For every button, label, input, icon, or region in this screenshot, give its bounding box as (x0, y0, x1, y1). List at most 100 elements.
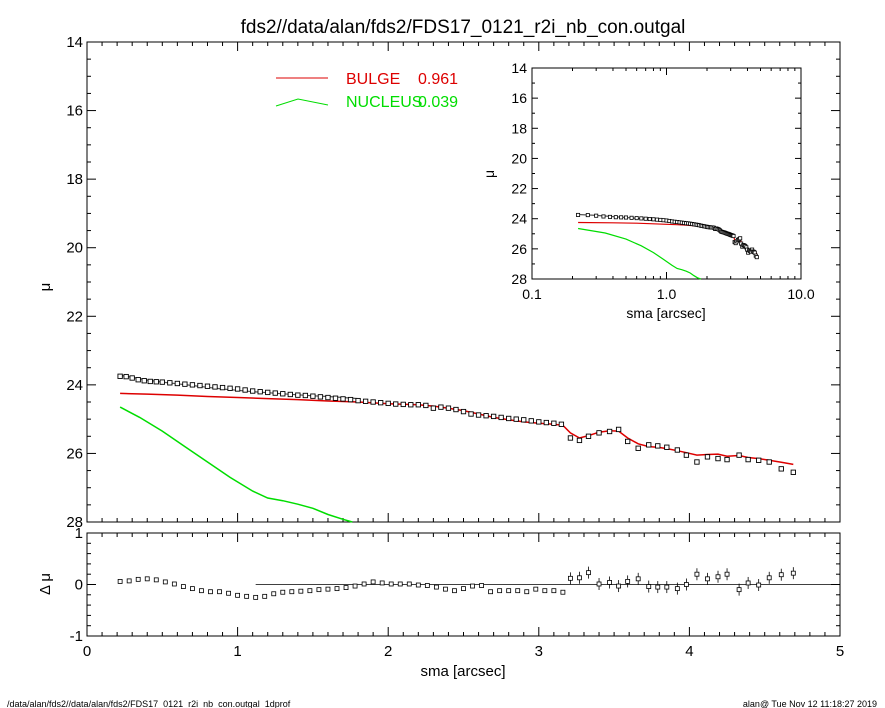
residual-point (298, 588, 304, 594)
residual-point (461, 586, 466, 592)
data-point (745, 456, 751, 463)
data-point (174, 380, 181, 387)
inset-y-axis-label: μ (481, 170, 497, 178)
residual-point (790, 570, 796, 576)
data-point (551, 420, 557, 426)
residual-point (117, 579, 123, 584)
main-y-tick-label: 26 (66, 445, 83, 462)
residual-point (406, 581, 412, 587)
legend-value: 0.039 (418, 94, 458, 111)
data-point (393, 401, 399, 407)
data-point (272, 390, 278, 396)
residual-y-axis-label: Δ μ (37, 573, 54, 595)
residual-point (352, 583, 358, 589)
residual-y-tick-label: 0 (75, 577, 83, 594)
data-point (257, 389, 263, 395)
nucleus-component-line (119, 406, 353, 523)
residual-plot-marks (117, 566, 796, 600)
data-point (513, 416, 519, 422)
data-point (778, 466, 784, 472)
data-point (141, 378, 147, 384)
residual-point (144, 576, 150, 582)
inset-y-tick-label: 26 (511, 241, 527, 257)
residual-point (568, 575, 573, 581)
data-point (400, 401, 406, 408)
data-point (736, 452, 742, 458)
residual-point (560, 589, 566, 595)
data-point (606, 428, 613, 435)
residual-point (208, 589, 213, 595)
residual-point (424, 583, 430, 588)
data-point (332, 395, 339, 401)
residual-point (180, 584, 186, 589)
data-point (129, 375, 135, 381)
residual-point (153, 577, 159, 583)
data-point (460, 408, 467, 415)
inset-y-tick-label: 24 (511, 211, 527, 227)
residual-point (244, 593, 250, 599)
residual-point (596, 581, 602, 587)
data-point (287, 391, 293, 398)
residual-point (551, 588, 557, 594)
data-point (646, 442, 652, 448)
inset-nucleus-line (578, 227, 702, 280)
residual-point (262, 593, 268, 599)
data-point (234, 386, 241, 392)
main-y-tick-label: 22 (66, 308, 83, 325)
data-point (453, 406, 459, 413)
residual-point (226, 590, 231, 596)
data-point (182, 381, 188, 387)
data-point (683, 452, 690, 458)
residual-point (488, 589, 494, 595)
residual-point (577, 575, 582, 581)
residual-point (271, 591, 277, 597)
residual-point (361, 581, 367, 587)
inset-x-tick-label: 0.1 (522, 286, 542, 302)
residual-point (616, 583, 622, 589)
data-point (498, 414, 504, 421)
data-point (615, 426, 622, 433)
x-tick-label: 4 (685, 643, 693, 660)
main-axes: 14 16 18 20 22 24 26 28 (66, 34, 841, 531)
inset-data-point (639, 216, 644, 221)
inset-data-point (594, 213, 599, 218)
x-tick-label: 1 (233, 643, 241, 660)
x-tick-label: 3 (535, 643, 543, 660)
data-point (625, 438, 631, 445)
data-point (694, 459, 700, 465)
data-point (715, 455, 721, 462)
inset-y-tick-label: 16 (511, 90, 527, 106)
residual-point (162, 579, 168, 585)
data-point (295, 392, 301, 398)
main-y-tick-label: 16 (66, 103, 83, 120)
data-point (521, 417, 527, 423)
inset-data-point (629, 215, 634, 220)
inset-data-point (643, 216, 648, 221)
residual-point (766, 575, 772, 581)
inset-y-tick-label: 28 (511, 271, 527, 287)
data-point (227, 385, 233, 391)
inset-x-axis-label: sma [arcsec] (626, 305, 705, 321)
footer-timestamp: alan@ Tue Nov 12 11:18:27 2019 (743, 699, 877, 708)
data-point (385, 400, 391, 407)
inset-data-point (731, 234, 736, 239)
residual-point (171, 581, 177, 587)
data-point (219, 384, 226, 391)
data-point (756, 457, 762, 463)
inset-data-point (647, 217, 652, 222)
legend-label: BULGE (346, 71, 400, 88)
inset-plot-marks (576, 212, 759, 280)
data-point (147, 378, 153, 385)
data-point (123, 373, 129, 380)
main-plot-marks (117, 373, 796, 523)
residual-point (533, 586, 539, 592)
data-point (655, 443, 661, 449)
residual-point (388, 581, 394, 587)
data-point (585, 433, 592, 439)
residual-point (694, 571, 700, 577)
residual-point (655, 584, 661, 590)
residual-point (524, 589, 530, 595)
inset-data-point (576, 212, 581, 217)
